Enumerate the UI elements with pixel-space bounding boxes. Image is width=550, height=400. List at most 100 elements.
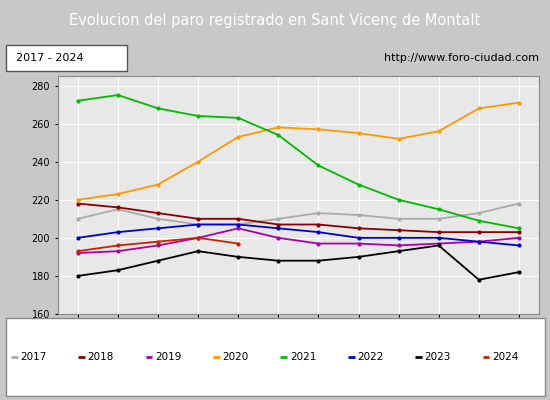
2023 — [74, 274, 81, 278]
2022 — [395, 236, 402, 240]
2023 — [235, 254, 241, 259]
2019 — [114, 249, 121, 254]
2019 — [395, 243, 402, 248]
2018 — [235, 216, 241, 221]
2019 — [275, 236, 282, 240]
Line: 2019: 2019 — [76, 227, 520, 254]
2018 — [275, 222, 282, 227]
2023 — [476, 277, 482, 282]
2021 — [395, 197, 402, 202]
Text: 2020: 2020 — [222, 352, 249, 362]
Line: 2020: 2020 — [76, 101, 520, 201]
2020 — [195, 159, 201, 164]
2021 — [275, 133, 282, 138]
2020 — [114, 192, 121, 196]
2018 — [516, 230, 522, 234]
2022 — [275, 226, 282, 231]
2020 — [235, 134, 241, 139]
2017 — [436, 216, 442, 221]
2017 — [155, 216, 161, 221]
2018 — [155, 211, 161, 216]
2020 — [275, 125, 282, 130]
2020 — [355, 131, 362, 136]
2020 — [315, 127, 322, 132]
2019 — [235, 226, 241, 231]
2018 — [315, 222, 322, 227]
2021 — [355, 182, 362, 187]
Text: 2018: 2018 — [87, 352, 114, 362]
2023 — [114, 268, 121, 273]
2017 — [235, 222, 241, 227]
2023 — [155, 258, 161, 263]
2023 — [195, 249, 201, 254]
2022 — [155, 226, 161, 231]
2022 — [195, 222, 201, 227]
2023 — [315, 258, 322, 263]
2017 — [195, 222, 201, 227]
2023 — [516, 270, 522, 274]
Line: 2017: 2017 — [76, 202, 520, 226]
2019 — [195, 236, 201, 240]
2023 — [395, 249, 402, 254]
Line: 2018: 2018 — [76, 202, 520, 234]
FancyBboxPatch shape — [6, 44, 126, 72]
2020 — [155, 182, 161, 187]
2018 — [74, 201, 81, 206]
2023 — [436, 243, 442, 248]
2017 — [315, 211, 322, 216]
2018 — [195, 216, 201, 221]
Text: 2021: 2021 — [290, 352, 316, 362]
2018 — [114, 205, 121, 210]
2018 — [476, 230, 482, 234]
2021 — [155, 106, 161, 111]
2021 — [516, 226, 522, 231]
2024 — [235, 241, 241, 246]
2024 — [195, 236, 201, 240]
2022 — [516, 243, 522, 248]
2022 — [74, 236, 81, 240]
2021 — [315, 163, 322, 168]
2019 — [74, 251, 81, 256]
2021 — [476, 218, 482, 223]
2022 — [436, 236, 442, 240]
2020 — [516, 100, 522, 105]
2017 — [74, 216, 81, 221]
2017 — [395, 216, 402, 221]
2021 — [195, 114, 201, 118]
2024 — [74, 249, 81, 254]
2019 — [476, 239, 482, 244]
FancyBboxPatch shape — [6, 318, 544, 396]
2022 — [114, 230, 121, 234]
2019 — [516, 236, 522, 240]
2019 — [436, 241, 442, 246]
2023 — [275, 258, 282, 263]
Text: 2022: 2022 — [357, 352, 383, 362]
2017 — [114, 207, 121, 212]
2020 — [74, 197, 81, 202]
2017 — [275, 216, 282, 221]
2017 — [516, 201, 522, 206]
2017 — [355, 212, 362, 217]
2020 — [395, 136, 402, 141]
Text: 2019: 2019 — [155, 352, 182, 362]
2020 — [476, 106, 482, 111]
Text: 2023: 2023 — [425, 352, 451, 362]
2021 — [235, 116, 241, 120]
Line: 2023: 2023 — [76, 244, 520, 281]
2021 — [74, 98, 81, 103]
2024 — [114, 243, 121, 248]
2018 — [395, 228, 402, 233]
Text: http://www.foro-ciudad.com: http://www.foro-ciudad.com — [384, 53, 539, 63]
2019 — [355, 241, 362, 246]
Text: 2024: 2024 — [492, 352, 518, 362]
Line: 2022: 2022 — [76, 223, 520, 247]
2021 — [114, 93, 121, 98]
2017 — [476, 211, 482, 216]
Line: 2021: 2021 — [76, 94, 520, 230]
2022 — [315, 230, 322, 234]
Text: Evolucion del paro registrado en Sant Vicenç de Montalt: Evolucion del paro registrado en Sant Vi… — [69, 14, 481, 28]
2023 — [355, 254, 362, 259]
2022 — [355, 236, 362, 240]
2018 — [436, 230, 442, 234]
2018 — [355, 226, 362, 231]
